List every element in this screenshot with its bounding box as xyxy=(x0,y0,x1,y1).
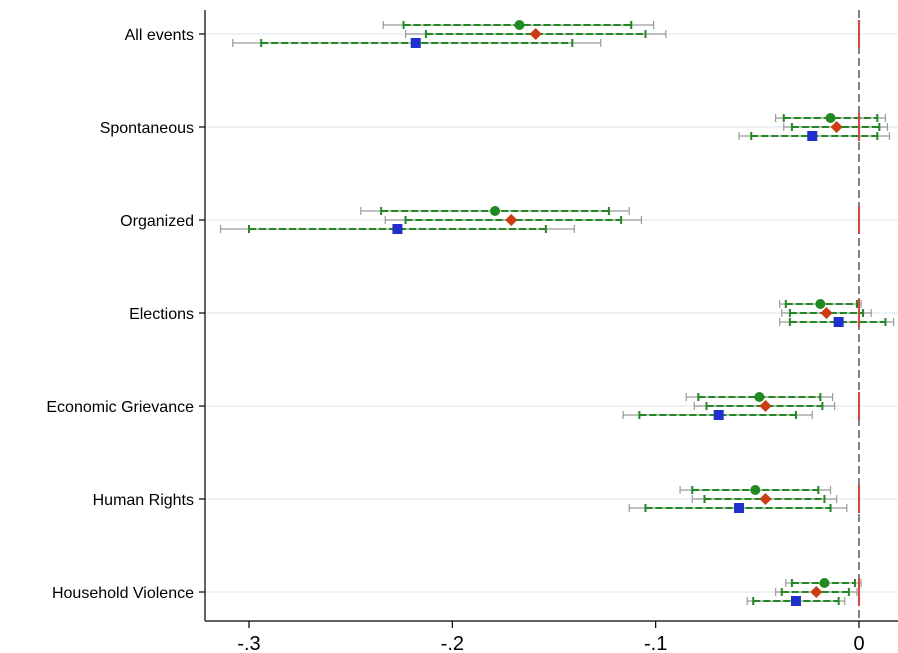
point-estimate xyxy=(514,20,525,30)
series-square xyxy=(219,38,895,606)
series-layer xyxy=(219,20,895,606)
point-estimate xyxy=(759,493,772,505)
x-tick-label: -.2 xyxy=(441,633,464,653)
point-estimate xyxy=(529,28,542,40)
point-estimate xyxy=(734,503,745,513)
category-label: Human Rights xyxy=(93,492,194,509)
category-label: Economic Grievance xyxy=(46,399,194,416)
series-diamond xyxy=(384,28,889,598)
point-estimate xyxy=(810,586,823,598)
point-estimate xyxy=(392,224,403,234)
x-tick-label: 0 xyxy=(853,633,864,653)
point-estimate xyxy=(790,596,801,606)
category-label: All events xyxy=(125,27,194,44)
point-estimate xyxy=(820,307,833,319)
category-label: Spontaneous xyxy=(100,120,194,137)
point-estimate xyxy=(815,299,826,309)
point-estimate xyxy=(410,38,421,48)
category-label: Elections xyxy=(129,306,194,323)
point-estimate xyxy=(490,206,501,216)
point-estimate xyxy=(754,392,765,402)
point-estimate xyxy=(750,485,761,495)
point-estimate xyxy=(833,317,844,327)
axes: All events Spontaneous Organized Elections E… xyxy=(46,10,898,653)
x-tick-label: -.1 xyxy=(644,633,667,653)
point-estimate xyxy=(830,121,843,133)
category-label: Household Violence xyxy=(52,585,194,602)
point-estimate xyxy=(759,400,772,412)
category-label: Organized xyxy=(120,213,194,230)
x-tick-label: -.3 xyxy=(237,633,260,653)
point-estimate xyxy=(819,578,830,588)
series-circle xyxy=(360,20,887,588)
point-estimate xyxy=(505,214,518,226)
point-estimate xyxy=(713,410,724,420)
point-estimate xyxy=(825,113,836,123)
point-estimate xyxy=(807,131,818,141)
